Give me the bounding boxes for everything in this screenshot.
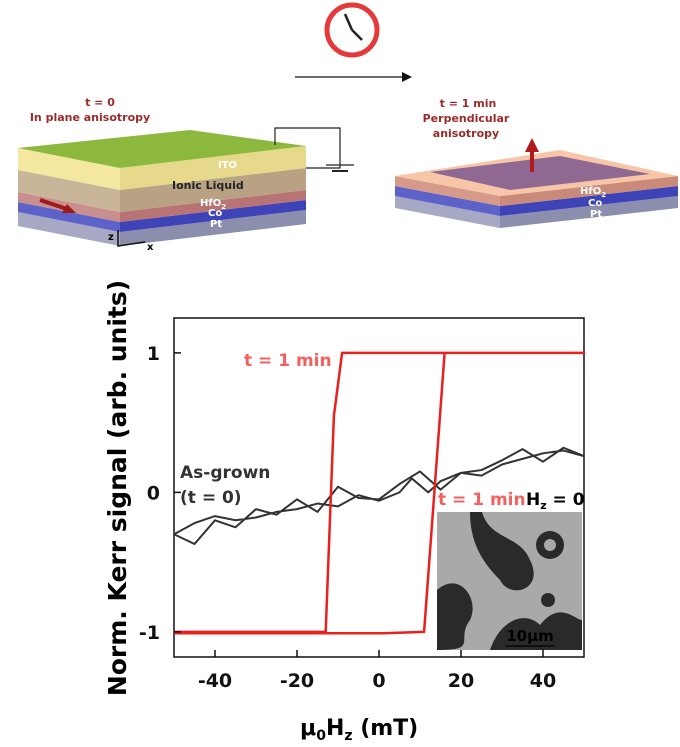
label-part: 0 xyxy=(316,728,326,744)
label-part: μ xyxy=(300,716,316,741)
label-part: z xyxy=(540,499,546,512)
state-time: t = 1 min xyxy=(440,97,497,110)
state-label: anisotropy xyxy=(433,127,499,140)
state-label: In plane anisotropy xyxy=(30,111,150,124)
y-tick-label: 1 xyxy=(147,343,160,365)
inset-image xyxy=(437,512,582,650)
label-part: z xyxy=(344,728,352,744)
x-tick-label: 0 xyxy=(372,670,385,692)
layer-label: Ionic Liquid xyxy=(172,179,244,192)
x-tick-label: -40 xyxy=(198,670,232,692)
annotation: t = 1 min xyxy=(244,351,332,371)
clock-hand xyxy=(343,13,354,31)
y-tick-label: -1 xyxy=(139,622,160,644)
axis-label: x xyxy=(147,242,154,253)
data-line xyxy=(174,351,586,635)
layer-label: Pt xyxy=(210,219,222,230)
subscript: 2 xyxy=(221,203,226,211)
layer-label: HfO xyxy=(580,186,601,197)
layer-label: HfO2 xyxy=(200,198,226,211)
y-axis-label: Norm. Kerr signal (arb. units) xyxy=(103,280,132,696)
axis-label: z xyxy=(108,232,114,243)
arrow-head xyxy=(402,72,412,82)
label-part: H xyxy=(526,490,540,510)
data-line xyxy=(173,446,585,545)
right-stack xyxy=(395,138,678,228)
y-tick-label: 0 xyxy=(147,482,160,504)
label-part: (mT) xyxy=(353,716,419,741)
layer-label: ITO xyxy=(218,160,237,171)
subscript: 2 xyxy=(601,191,606,199)
x-tick-label: 40 xyxy=(530,670,556,692)
layer-label: HfO2 xyxy=(580,186,606,199)
layer-label: Co xyxy=(208,208,222,219)
inset-label: t = 1 min xyxy=(438,490,526,510)
state-label: Perpendicular xyxy=(423,112,510,125)
annotation: (t = 0) xyxy=(180,488,242,508)
x-tick-label: 20 xyxy=(448,670,474,692)
x-axis-label: μ0Hz (mT) xyxy=(300,716,418,744)
left-stack xyxy=(18,127,354,247)
scale-bar-label: 10μm xyxy=(506,627,554,645)
inset-field: Hz = 0 xyxy=(526,490,585,512)
annotation: As-grown xyxy=(180,463,270,483)
label-part: = 0 xyxy=(547,490,585,510)
layer-label: Co xyxy=(588,198,602,209)
label-part: H xyxy=(326,716,344,741)
state-time: t = 0 xyxy=(85,96,115,109)
layer-label: HfO xyxy=(200,198,221,209)
layer-label: Pt xyxy=(590,209,602,220)
clock-hand xyxy=(351,29,363,41)
x-tick-label: -20 xyxy=(280,670,314,692)
